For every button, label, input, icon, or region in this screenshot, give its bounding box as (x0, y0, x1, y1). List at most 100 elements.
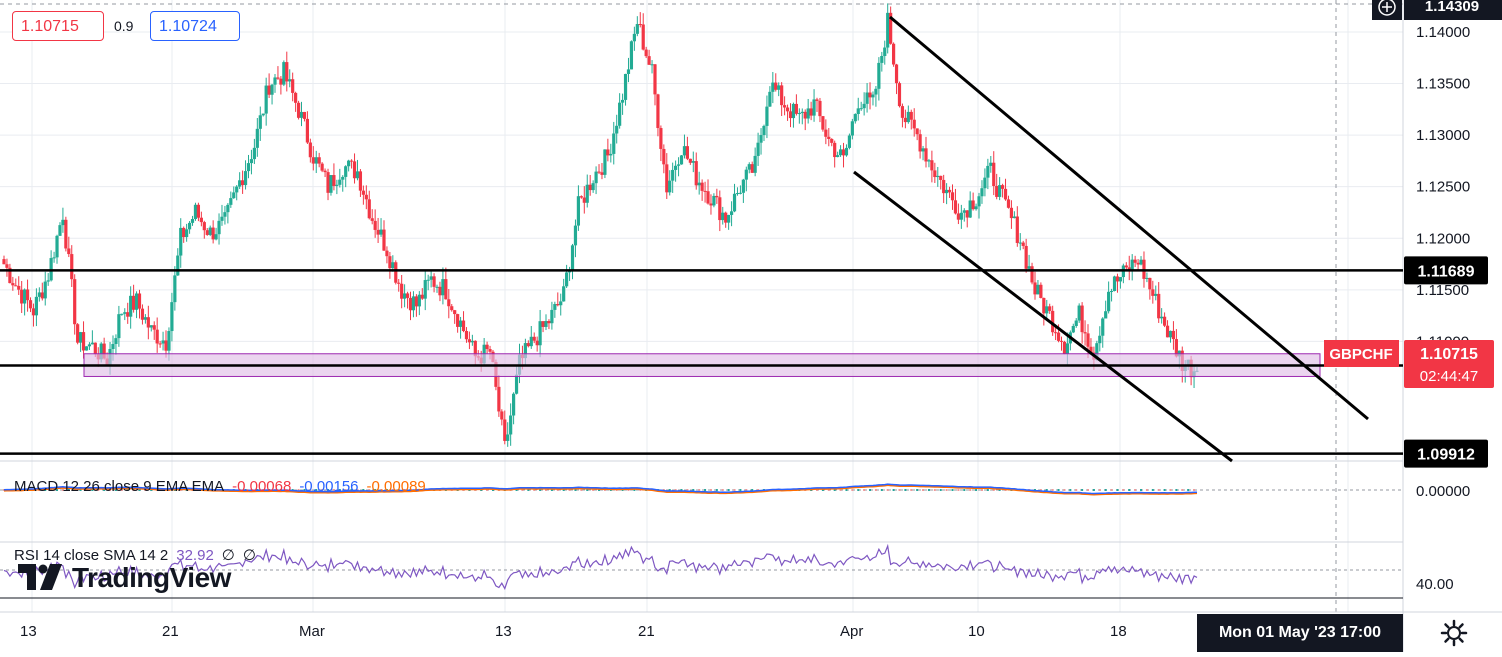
tradingview-mark-icon (18, 564, 62, 590)
rsi-legend[interactable]: RSI 14 close SMA 14 2 32.92 ∅ ∅ (14, 546, 264, 564)
candle-264 (780, 82, 784, 117)
macd-pane (0, 483, 1403, 496)
candle-body-252 (744, 169, 748, 180)
candle-body-83 (246, 163, 251, 172)
candle-body-11 (34, 296, 39, 316)
candle-94 (279, 76, 283, 95)
candle-body-263 (777, 85, 781, 90)
candle-body-207 (612, 133, 616, 154)
candle-body-254 (750, 164, 754, 173)
candle-body-110 (326, 172, 330, 193)
candle-336 (992, 151, 996, 196)
candle-309 (912, 108, 916, 137)
candle-139 (411, 291, 416, 318)
candle-51 (152, 321, 156, 340)
candle-62 (185, 223, 189, 242)
candle-327 (965, 210, 969, 228)
candle-243 (718, 190, 722, 232)
candle-body-129 (382, 229, 386, 251)
candle-body-394 (1162, 316, 1167, 326)
add-alert-button[interactable] (1372, 0, 1402, 20)
candle-body-396 (1168, 330, 1173, 338)
candle-body-117 (347, 160, 351, 167)
macd-hist-bar-338 (998, 489, 1001, 491)
candle-body-378 (1115, 276, 1120, 282)
candle-body-8 (25, 289, 30, 301)
candle-body-37 (111, 344, 115, 349)
candle-body-284 (838, 149, 843, 156)
candle-body-41 (123, 312, 127, 314)
candle-67 (199, 211, 203, 227)
bid-price-box[interactable]: 1.10715 (12, 11, 104, 41)
candle-227 (671, 162, 675, 193)
candle-105 (311, 146, 315, 171)
candle-220 (650, 60, 654, 74)
candle-389 (1148, 277, 1152, 300)
candle-112 (332, 163, 336, 191)
candle-body-225 (665, 164, 669, 193)
macd-hist-bar-204 (603, 489, 606, 491)
candle-117 (347, 159, 351, 172)
candle-body-136 (403, 293, 407, 299)
candle-352 (1039, 282, 1043, 299)
candle-body-366 (1080, 305, 1084, 333)
candle-146 (432, 273, 436, 293)
candle-body-195 (576, 196, 581, 226)
candle-4 (14, 278, 18, 287)
macd-legend[interactable]: MACD 12 26 close 9 EMA EMA -0.00068 -0.001… (14, 478, 434, 495)
candle-168 (497, 374, 501, 417)
macd-hist-bar-34 (103, 489, 106, 491)
candle-body-272 (803, 111, 807, 119)
candle-343 (1012, 211, 1016, 219)
candle-body-216 (638, 24, 642, 26)
candle-body-374 (1104, 311, 1108, 319)
candle-127 (376, 217, 380, 244)
candle-body-337 (995, 185, 999, 197)
candle-0 (2, 255, 6, 265)
candle-body-202 (597, 171, 601, 173)
candle-193 (570, 243, 575, 280)
candle-85 (252, 138, 256, 165)
macd-hist-bar-362 (1069, 489, 1072, 491)
macd-line-value: -0.00156 (299, 478, 359, 495)
candle-body-28 (84, 346, 89, 351)
candle-164 (485, 341, 489, 354)
spread-value: 0.9 (114, 18, 134, 34)
candle-254 (750, 161, 754, 173)
candle-body-174 (514, 374, 519, 394)
candles (2, 3, 1199, 447)
candle-body-285 (841, 149, 846, 156)
candle-body-329 (971, 200, 975, 210)
candle-body-320 (945, 189, 949, 194)
candle-body-115 (341, 176, 345, 180)
settings-gear-icon[interactable] (1440, 619, 1468, 647)
rsi-line (3, 543, 1198, 591)
candle-body-275 (812, 99, 816, 116)
macd-hist-bar-16 (50, 489, 53, 491)
candle-body-97 (288, 79, 292, 82)
macd-hist-bar-228 (674, 489, 677, 491)
candle-225 (665, 153, 669, 199)
candle-133 (394, 260, 398, 285)
macd-hist-bar-298 (880, 489, 883, 491)
ask-price-box[interactable]: 1.10724 (150, 11, 240, 41)
candle-229 (676, 157, 681, 177)
candle-body-131 (388, 256, 392, 269)
candle-body-64 (190, 219, 195, 223)
candle-265 (783, 96, 787, 116)
candle-body-227 (671, 169, 675, 181)
price-tick-3: 1.12500 (1416, 179, 1470, 196)
candle-299 (883, 40, 887, 65)
candle-body-398 (1174, 339, 1178, 357)
candle-body-288 (850, 121, 854, 136)
candle-body-132 (391, 262, 395, 269)
candle-body-204 (603, 149, 607, 175)
candle-body-335 (989, 162, 993, 166)
candle-body-27 (81, 332, 86, 351)
levels (0, 15, 1403, 463)
candle-381 (1124, 262, 1128, 270)
candle-238 (703, 181, 707, 203)
candle-301 (889, 6, 893, 45)
